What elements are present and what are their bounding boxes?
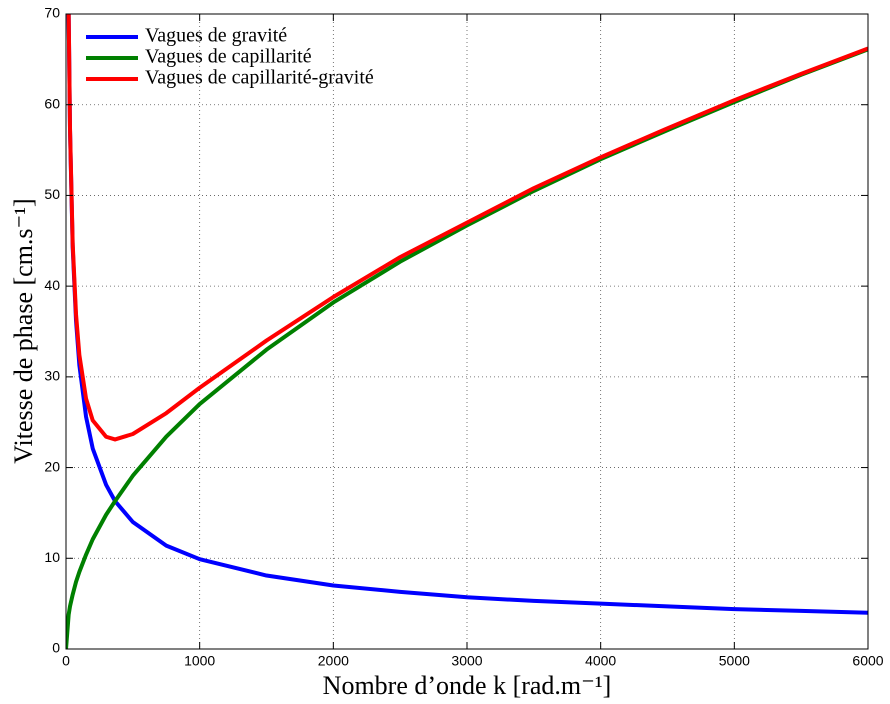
series-line bbox=[66, 14, 868, 442]
x-tick-label: 4000 bbox=[585, 653, 616, 669]
y-tick-label: 60 bbox=[44, 95, 60, 111]
y-tick-label: 10 bbox=[44, 549, 60, 565]
x-tick-label: 3000 bbox=[451, 653, 482, 669]
y-tick-label: 30 bbox=[44, 368, 60, 384]
series-line bbox=[66, 14, 868, 615]
y-tick-label: 20 bbox=[44, 458, 60, 474]
y-tick-label: 70 bbox=[44, 5, 60, 21]
x-tick-label: 5000 bbox=[719, 653, 750, 669]
y-tick-label: 40 bbox=[44, 277, 60, 293]
legend-label: Vagues de capillarité bbox=[145, 46, 312, 68]
x-tick-label: 6000 bbox=[852, 653, 883, 669]
x-axis-label: Nombre d’onde k [rad.m⁻¹] bbox=[323, 671, 612, 700]
series-line bbox=[66, 47, 868, 649]
x-tick-label: 1000 bbox=[184, 653, 215, 669]
x-tick-label: 0 bbox=[62, 653, 70, 669]
y-tick-label: 0 bbox=[52, 640, 60, 656]
x-tick-label: 2000 bbox=[318, 653, 349, 669]
legend-label: Vagues de capillarité-gravité bbox=[145, 67, 374, 89]
y-tick-label: 50 bbox=[44, 186, 60, 202]
y-axis-label: Vitesse de phase [cm.s⁻¹] bbox=[9, 198, 38, 463]
legend-label: Vagues de gravité bbox=[145, 25, 287, 47]
